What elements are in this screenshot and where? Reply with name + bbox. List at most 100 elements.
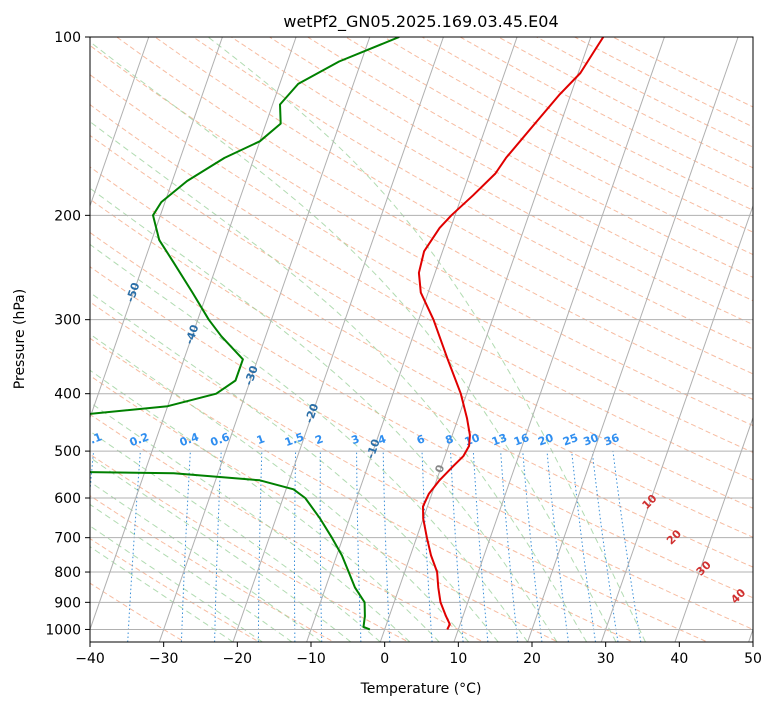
moist-adiabat [90, 291, 499, 642]
moist-adiabat [90, 503, 293, 642]
isotherm-line [453, 37, 665, 642]
isotherm-label: -40 [183, 323, 202, 346]
mixing-ratio-line [612, 451, 642, 642]
y-axis-label: Pressure (hPa) [12, 289, 28, 389]
y-tick-label: 1000 [45, 622, 81, 638]
dry-adiabat [90, 231, 753, 599]
dry-adiabat [90, 74, 753, 454]
isotherm-line [90, 37, 150, 208]
moist-adiabat [90, 243, 529, 642]
dry-adiabat-label: 20 [664, 527, 684, 547]
mixing-ratio-label: 4 [376, 432, 388, 447]
moist-adiabat [90, 546, 234, 642]
moist-adiabat [90, 369, 440, 642]
y-tick-label: 300 [54, 313, 81, 329]
mixing-ratio-label: 3 [350, 432, 362, 447]
mixing-ratio-label: 8 [444, 432, 456, 447]
dry-adiabat [116, 37, 753, 400]
moist-adiabat [90, 456, 352, 642]
dry-adiabat [498, 37, 753, 169]
temperature-trace [417, 37, 605, 630]
x-tick-label: 20 [523, 651, 541, 667]
in-plot-labels: -100-90-80-70-60-50-40-30-20-10010203040… [7, 191, 749, 607]
x-tick-label: −40 [75, 651, 105, 667]
isotherm-label: -30 [242, 364, 261, 387]
x-tick-label: 10 [449, 651, 467, 667]
isotherm-line [158, 37, 371, 642]
dry-adiabat [90, 453, 410, 642]
isotherm-label: -20 [303, 401, 322, 424]
x-tick-label: −20 [223, 651, 253, 667]
isotherm-line [0, 37, 1, 642]
mixing-ratio-label: 36 [602, 431, 621, 449]
moist-adiabat [90, 187, 558, 642]
isotherm-label: -50 [124, 281, 143, 304]
mixing-ratio-line [522, 451, 543, 642]
dry-adiabat-label: 40 [728, 586, 748, 606]
dry-adiabat [90, 301, 709, 642]
mixing-ratio-label: 0.1 [81, 430, 104, 449]
mixing-ratio-label: 2 [313, 432, 325, 447]
chart-title: wetPf2_GN05.2025.169.03.45.E04 [283, 12, 558, 32]
x-tick-label: −30 [149, 651, 179, 667]
mixing-ratio-label: 0.6 [209, 430, 232, 449]
isotherm-label: -70 [7, 191, 26, 214]
x-tick-label: 0 [380, 651, 389, 667]
x-axis: −40 −30 −20 −10 0 10 20 30 40 50 [75, 642, 762, 667]
y-axis: 100 200 300 400 500 600 700 800 900 1000 [45, 30, 90, 638]
y-tick-label: 400 [54, 387, 81, 403]
isotherm-label: -10 [364, 437, 383, 460]
isotherm-line [674, 416, 753, 642]
mixing-ratio-line [472, 451, 489, 642]
sounding-traces [90, 37, 605, 631]
isotherm-line [379, 37, 592, 642]
y-tick-label: 500 [54, 444, 81, 460]
chart-grid [0, 37, 753, 642]
dry-adiabat [90, 198, 753, 568]
moist-adiabat [90, 121, 588, 642]
y-tick-label: 800 [54, 565, 81, 581]
y-tick-label: 100 [54, 30, 81, 46]
mixing-ratio-line [571, 451, 596, 642]
dry-adiabat [154, 37, 753, 375]
isotherm-line [90, 37, 223, 420]
dry-adiabat [612, 37, 753, 108]
mixing-ratio-line [382, 451, 391, 642]
dry-adiabat [574, 37, 753, 128]
mixing-ratio-line [591, 451, 619, 642]
mixing-ratio-label: 1 [255, 432, 267, 447]
mixing-ratio-line [319, 451, 323, 642]
mixing-ratio-line [500, 451, 519, 642]
y-tick-label: 900 [54, 595, 81, 611]
mixing-ratio-label: 1.5 [283, 430, 306, 449]
moist-adiabat [90, 41, 617, 642]
x-tick-label: 30 [597, 651, 615, 667]
isotherm-line [306, 37, 518, 642]
x-tick-label: 50 [744, 651, 762, 667]
mixing-ratio-label: 0.4 [178, 430, 201, 449]
isotherm-line [232, 37, 444, 642]
dry-adiabat-label: 30 [694, 558, 714, 578]
isotherm-label: 0 [433, 463, 448, 475]
mixing-ratio-label: 0.2 [128, 430, 151, 449]
moist-adiabat [90, 525, 263, 642]
mixing-ratio-line [450, 451, 464, 642]
dry-adiabat [90, 166, 753, 538]
mixing-ratio-label: 13 [490, 431, 509, 448]
dry-adiabat [90, 104, 753, 481]
isotherm-label: -60 [65, 236, 84, 259]
dry-adiabat [90, 582, 186, 642]
x-tick-label: −10 [296, 651, 326, 667]
moist-adiabat [90, 481, 322, 642]
moist-adiabat [90, 333, 470, 642]
y-tick-label: 700 [54, 531, 81, 547]
moist-adiabat [207, 37, 646, 642]
dewpoint-trace [90, 37, 400, 631]
dry-adiabat-label: 10 [640, 492, 660, 512]
isotherm-line [600, 204, 753, 642]
mixing-ratio-label: 30 [582, 431, 601, 449]
dry-adiabat [345, 37, 753, 256]
mixing-ratio-label: 6 [415, 432, 427, 447]
dry-adiabat [307, 37, 753, 278]
